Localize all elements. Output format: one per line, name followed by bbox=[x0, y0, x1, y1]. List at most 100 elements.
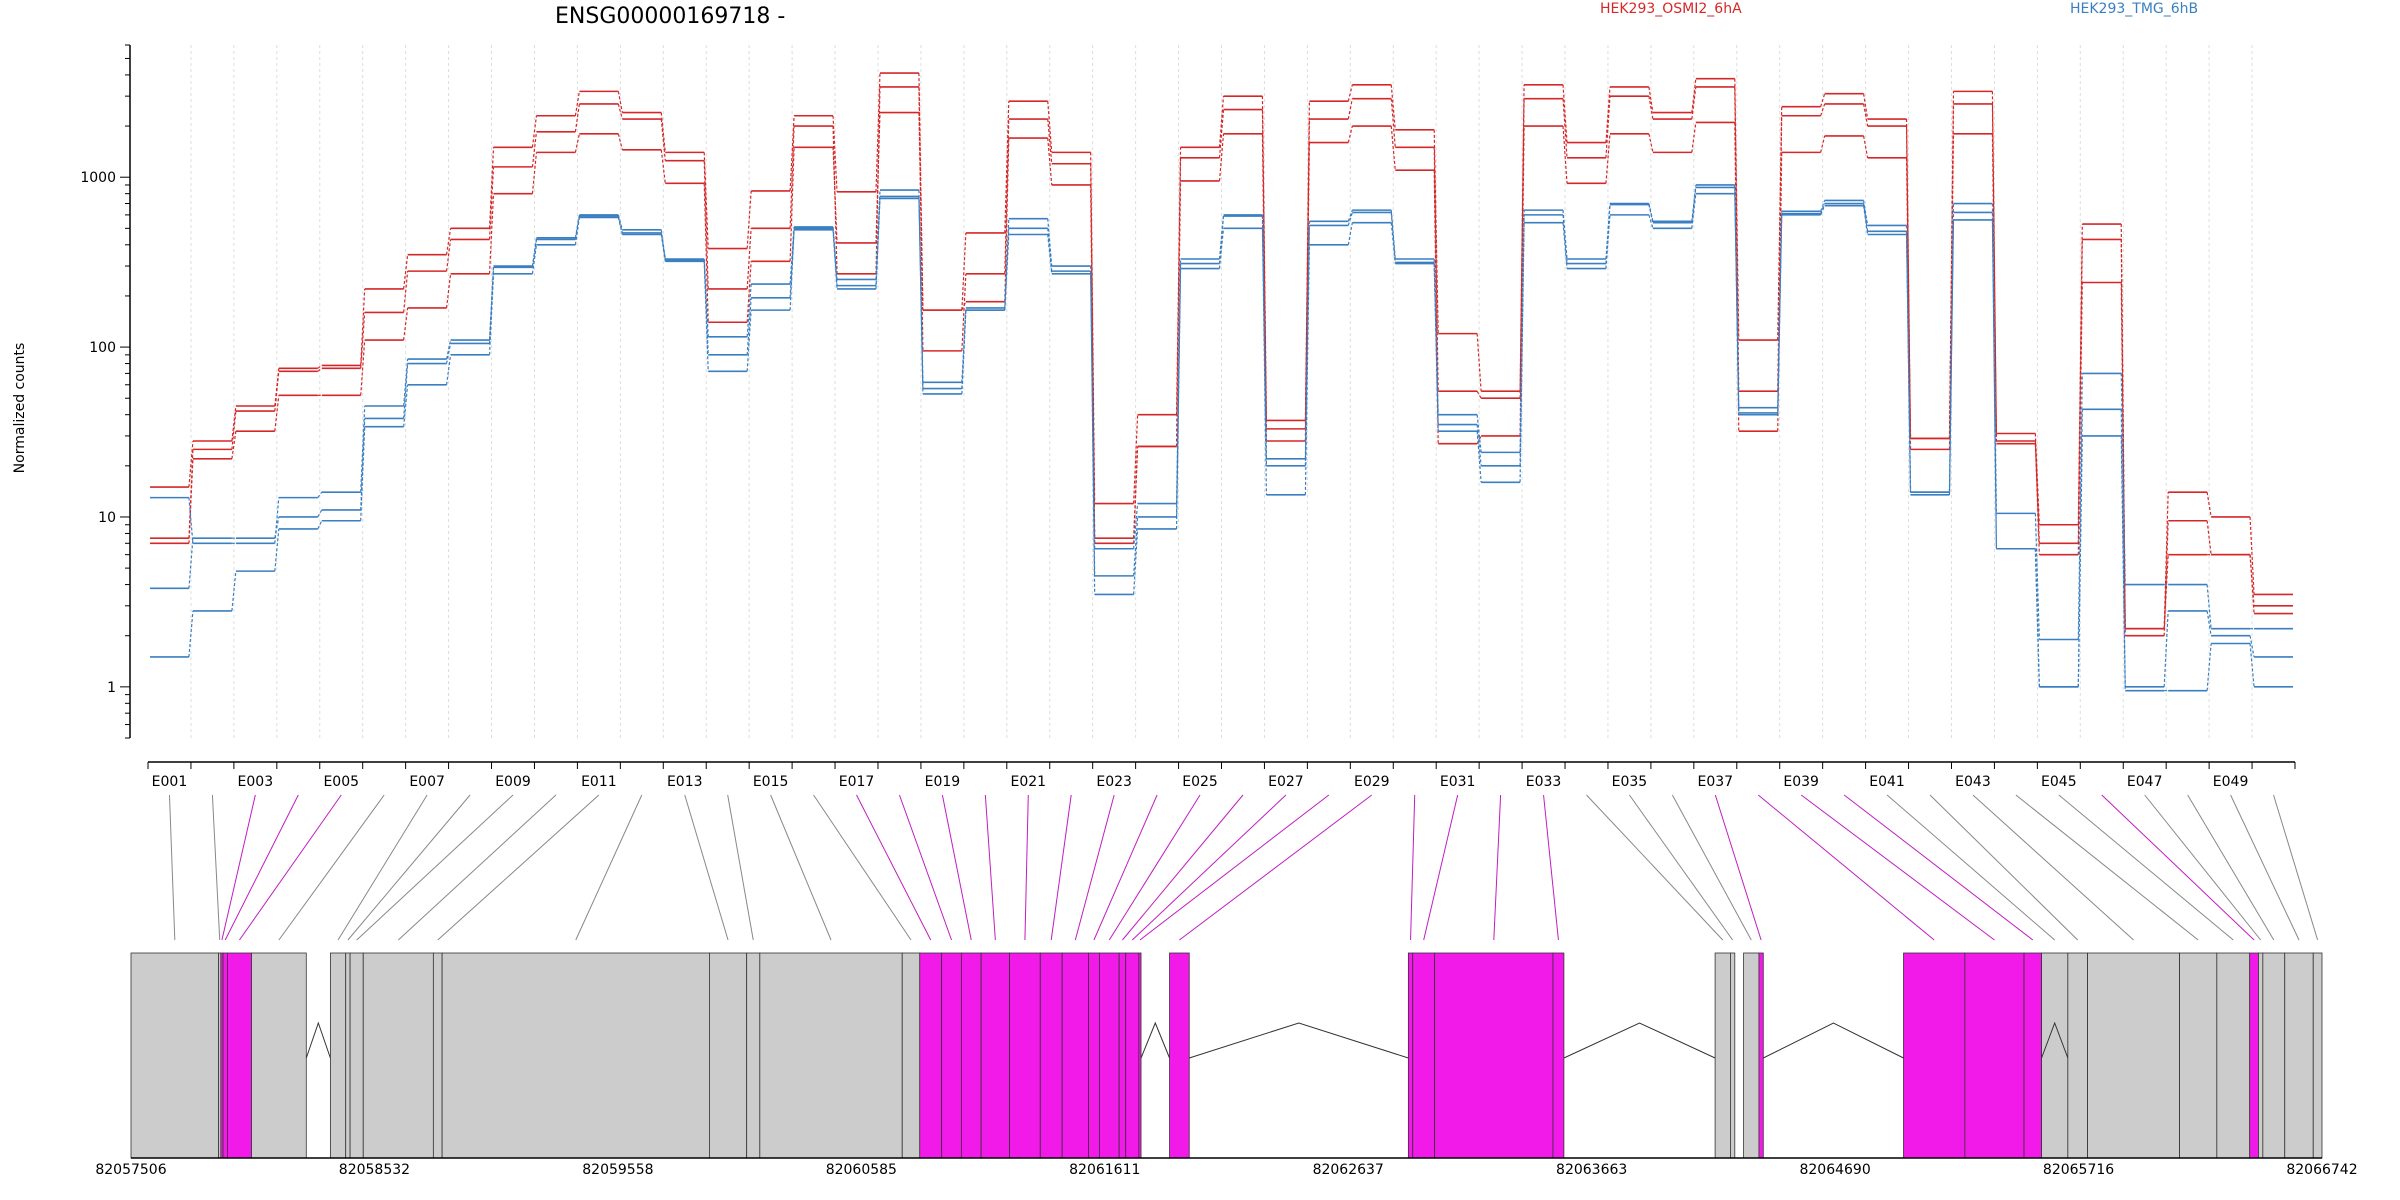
exon-connector bbox=[1586, 794, 1724, 941]
exon-connector bbox=[684, 794, 729, 941]
step-connector bbox=[445, 354, 452, 385]
exon-connector bbox=[2187, 794, 2275, 941]
step-connector bbox=[1347, 98, 1353, 120]
step-connector bbox=[1304, 225, 1310, 466]
exon-block bbox=[1964, 952, 2025, 1159]
exon-block bbox=[1903, 952, 1966, 1159]
exon-tick-label: E011 bbox=[581, 774, 617, 790]
step-connector bbox=[403, 254, 409, 289]
step-connector bbox=[1175, 147, 1182, 415]
step-connector bbox=[2120, 409, 2126, 687]
step-connector bbox=[1304, 221, 1310, 459]
step-connector bbox=[1605, 96, 1611, 158]
step-connector bbox=[231, 405, 237, 442]
step-connector bbox=[703, 183, 709, 323]
intron-connector bbox=[1189, 1022, 1409, 1059]
exon-connector bbox=[898, 794, 953, 941]
step-connector bbox=[1004, 101, 1010, 233]
step-connector bbox=[2120, 282, 2126, 629]
step-connector bbox=[1390, 210, 1396, 260]
step-connector bbox=[660, 118, 666, 161]
y-axis-label: Normalized counts bbox=[12, 343, 28, 474]
coordinate-label: 82060585 bbox=[826, 1162, 897, 1178]
exon-connector bbox=[1493, 794, 1502, 941]
step-connector bbox=[274, 516, 280, 539]
step-connector bbox=[1820, 205, 1826, 216]
exon-block bbox=[130, 952, 220, 1159]
exon-tick-label: E023 bbox=[1096, 774, 1132, 790]
exon-block bbox=[1758, 952, 1764, 1159]
exon-connector bbox=[2230, 794, 2300, 941]
step-connector bbox=[1948, 133, 1955, 439]
exon-block bbox=[349, 952, 364, 1159]
step-connector bbox=[746, 297, 752, 355]
step-connector bbox=[574, 133, 580, 153]
step-connector bbox=[2077, 435, 2083, 687]
coordinate-label: 82064690 bbox=[1799, 1162, 1870, 1178]
step-connector bbox=[1304, 119, 1310, 429]
step-connector bbox=[746, 261, 752, 323]
exon-axis: E001 E003 E005 E007 E009 E011 E013 E015 E017 E019… bbox=[147, 761, 2296, 790]
series-2 bbox=[150, 111, 2293, 630]
coordinate-label: 82059558 bbox=[582, 1162, 653, 1178]
step-connector bbox=[1605, 86, 1611, 143]
exon-connector bbox=[337, 794, 428, 941]
exon-tick-label: E003 bbox=[238, 774, 274, 790]
step-connector bbox=[746, 228, 752, 289]
step-connector bbox=[360, 312, 366, 369]
exon-block bbox=[251, 952, 307, 1159]
step-connector bbox=[789, 147, 795, 262]
step-connector bbox=[617, 217, 623, 235]
series-5 bbox=[150, 192, 2293, 692]
step-connector bbox=[1820, 103, 1826, 116]
step-connector bbox=[1347, 212, 1353, 226]
step-connector bbox=[1691, 78, 1697, 113]
step-connector bbox=[488, 273, 495, 355]
step-connector bbox=[617, 91, 623, 113]
step-connector bbox=[1004, 138, 1010, 302]
y-tick-label: 100 bbox=[89, 340, 116, 356]
step-connector bbox=[832, 115, 838, 192]
step-connector bbox=[1648, 204, 1654, 223]
step-connector bbox=[1218, 216, 1225, 264]
exon-block bbox=[1714, 952, 1731, 1159]
exon-block bbox=[345, 952, 351, 1159]
step-connector bbox=[1777, 214, 1783, 413]
step-connector bbox=[1090, 273, 1096, 595]
step-connector bbox=[1133, 503, 1139, 549]
step-connector bbox=[961, 273, 967, 351]
step-connector bbox=[1218, 133, 1225, 182]
step-connector bbox=[360, 426, 366, 521]
step-connector bbox=[746, 283, 752, 337]
intron-connector bbox=[1563, 1022, 1716, 1059]
series-1 bbox=[150, 86, 2293, 637]
step-connector bbox=[1905, 157, 1912, 439]
step-connector bbox=[445, 339, 452, 360]
step-connector bbox=[403, 359, 409, 407]
exon-tick-label: E021 bbox=[1010, 774, 1046, 790]
step-connector bbox=[2206, 584, 2212, 629]
exon-block bbox=[2312, 952, 2323, 1159]
exon-gridlines bbox=[190, 45, 2253, 738]
exon-connector bbox=[224, 794, 299, 941]
step-connector bbox=[918, 198, 924, 394]
series-layer bbox=[150, 72, 2293, 692]
intron-connector bbox=[305, 1021, 331, 1059]
step-connector bbox=[488, 193, 495, 274]
exon-tick-label: E037 bbox=[1698, 774, 1734, 790]
step-connector bbox=[574, 91, 580, 116]
step-connector bbox=[1047, 234, 1053, 274]
exon-connector bbox=[221, 794, 256, 941]
coordinate-label: 82057506 bbox=[95, 1162, 166, 1178]
step-connector bbox=[231, 571, 237, 611]
step-connector bbox=[1519, 222, 1525, 483]
step-connector bbox=[789, 126, 795, 229]
intron-connector bbox=[1140, 1021, 1170, 1059]
step-connector bbox=[918, 112, 924, 311]
exon-block bbox=[901, 952, 921, 1159]
step-connector bbox=[1562, 126, 1568, 184]
exon-block bbox=[2087, 952, 2180, 1159]
exon-connector bbox=[1671, 794, 1752, 941]
step-connector bbox=[1648, 214, 1654, 229]
exon-block bbox=[227, 952, 252, 1159]
